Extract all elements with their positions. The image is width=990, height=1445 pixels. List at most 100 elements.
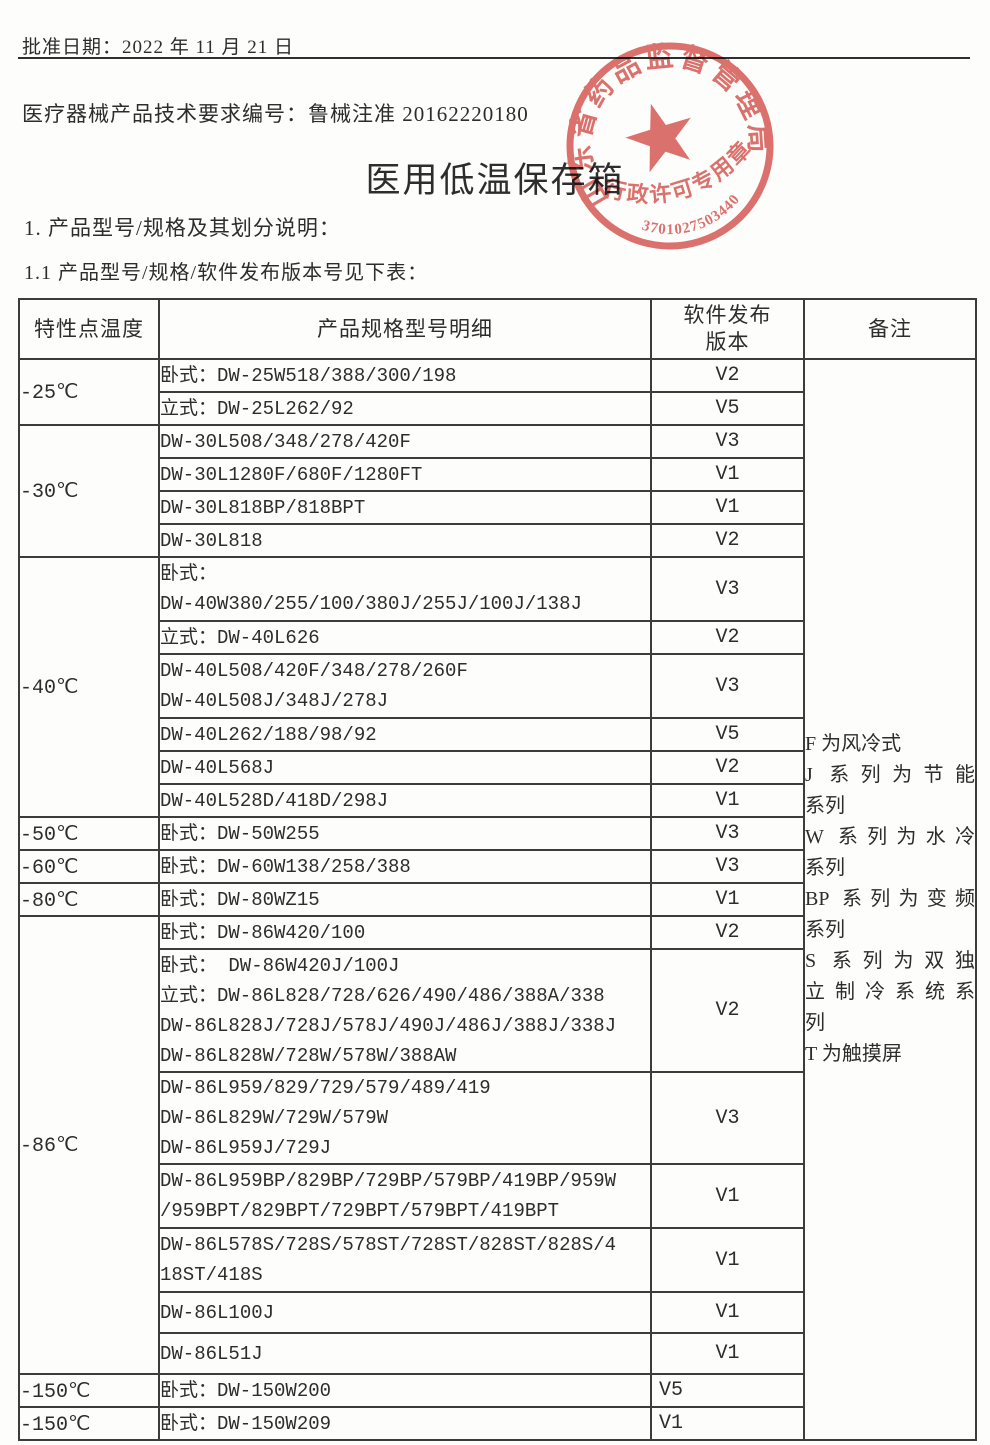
table-row: -150℃ 卧式：DW-150W200 V5	[18, 1373, 976, 1408]
model-cell: DW-86L578S/728S/578ST/728ST/828ST/828S/4…	[158, 1227, 652, 1293]
model-line: DW-86L578S/728S/578ST/728ST/828ST/828S/4	[160, 1234, 617, 1256]
model-line: 卧式：DW-80WZ15	[160, 888, 320, 911]
remark-line: W 系列为水冷	[805, 826, 975, 848]
temp-cell: -30℃	[18, 424, 160, 558]
remark-line: BP 系列为变频	[805, 888, 975, 910]
model-cell: DW-86L100J	[158, 1291, 652, 1334]
table-row: -150℃ 卧式：DW-150W209 V1	[18, 1406, 976, 1441]
model-cell: 卧式：DW-50W255	[158, 816, 652, 851]
version-cell: V1	[650, 783, 805, 818]
model-cell: 卧式： DW-86W420J/100J 立式：DW-86L828/728/626/…	[158, 948, 652, 1073]
model-line: 卧式：DW-150W209	[160, 1412, 332, 1435]
model-line: 卧式：	[160, 563, 218, 585]
model-cell: DW-40L508/420F/348/278/260F DW-40L508J/34…	[158, 653, 652, 719]
header-model: 产品规格型号明细	[158, 298, 652, 360]
remarks-cell: F 为风冷式 J 系列为节能 系列 W 系列为水冷 系列 BP 系列为变频 系列 S 系列为双…	[803, 358, 977, 1441]
version-cell: V2	[650, 948, 805, 1073]
version-cell: V3	[650, 849, 805, 884]
version-cell: V2	[650, 750, 805, 785]
table-row: -30℃ DW-30L508/348/278/420F V3	[18, 424, 976, 558]
doc-number: 医疗器械产品技术要求编号：鲁械注准 20162220180	[22, 102, 529, 126]
table-row: DW-30L1280F/680F/1280FT V1	[19, 457, 976, 492]
model-line: DW-86L828J/728J/578J/490J/486J/388J/338J	[160, 1014, 617, 1037]
model-line: DW-40L508J/348J/278J	[160, 690, 389, 712]
remark-line: T 为触摸屏	[805, 1043, 902, 1065]
remark-line: 系列	[805, 795, 845, 817]
model-cell: 卧式：DW-86W420/100	[158, 915, 652, 950]
model-cell: 卧式：DW-80WZ15	[158, 882, 652, 917]
model-line: DW-40L508/420F/348/278/260F	[160, 660, 468, 682]
model-line: DW-86L100J	[160, 1301, 275, 1324]
model-line: DW-30L818	[160, 529, 263, 552]
model-cell: 立式：DW-40L626	[158, 620, 652, 655]
temp-cell: -80℃	[18, 882, 160, 917]
version-cell: V1	[650, 490, 805, 525]
model-line: DW-30L1280F/680F/1280FT	[160, 463, 423, 486]
temp-cell: -150℃	[18, 1406, 160, 1441]
model-cell: 卧式：DW-150W200	[158, 1373, 652, 1408]
model-line: DW-30L818BP/818BPT	[160, 496, 366, 519]
version-cell: V5	[650, 1373, 805, 1408]
model-line: DW-40W380/255/100/380J/255J/100J/138J	[160, 593, 582, 615]
model-line: 18ST/418S	[160, 1264, 263, 1286]
table-row: DW-86L959BP/829BP/729BP/579BP/419BP/959W…	[19, 1163, 976, 1229]
remark-line: 系列	[805, 857, 845, 879]
model-line: DW-86L829W/729W/579W	[160, 1107, 389, 1129]
model-line: DW-86L828W/728W/578W/388AW	[160, 1044, 457, 1067]
remark-line: S 系列为双独	[805, 950, 975, 972]
model-line: 卧式：DW-60W138/258/388	[160, 855, 411, 878]
version-cell: V1	[650, 1332, 805, 1375]
model-cell: DW-30L818	[158, 523, 652, 558]
version-cell: V2	[650, 620, 805, 655]
page-title: 医用低温保存箱	[365, 161, 625, 200]
header-temp: 特性点温度	[18, 298, 160, 360]
table-row: -60℃ 卧式：DW-60W138/258/388 V3	[18, 849, 976, 884]
table-row: 立式：DW-25L262/92 V5	[19, 391, 976, 426]
temp-cell: -150℃	[18, 1373, 160, 1408]
temp-cell: -50℃	[18, 816, 160, 851]
model-line: DW-40L568J	[160, 756, 275, 779]
model-cell: 立式：DW-25L262/92	[158, 391, 652, 426]
model-line: DW-86L51J	[160, 1342, 263, 1365]
version-cell: V1	[650, 882, 805, 917]
table-row: -40℃ 卧式： DW-40W380/255/100/380J/255J/100J/…	[18, 556, 976, 818]
header-divider	[18, 57, 970, 59]
model-cell: DW-40L568J	[158, 750, 652, 785]
stamp-ring	[566, 42, 774, 250]
model-line: 卧式：DW-50W255	[160, 822, 320, 845]
model-line: DW-86L959BP/829BP/729BP/579BP/419BP/959W	[160, 1170, 617, 1192]
model-cell: DW-40L528D/418D/298J	[158, 783, 652, 818]
temp-cell: -25℃	[18, 358, 160, 426]
remark-line: 列	[805, 1012, 825, 1034]
model-cell: 卧式：DW-25W518/388/300/198	[158, 358, 652, 393]
model-line: /959BPT/829BPT/729BPT/579BPT/419BPT	[160, 1200, 560, 1222]
remark-line: F 为风冷式	[805, 733, 902, 755]
table-row: DW-40L568J V2	[19, 750, 976, 785]
model-cell: DW-40L262/188/98/92	[158, 717, 652, 752]
version-cell: V3	[650, 1071, 805, 1165]
version-cell: V3	[650, 816, 805, 851]
table-row: -86℃ 卧式：DW-86W420/100 V2	[18, 915, 976, 1375]
version-cell: V1	[650, 1291, 805, 1334]
version-cell: V2	[650, 915, 805, 950]
model-cell: DW-86L51J	[158, 1332, 652, 1375]
model-line: 卧式：DW-25W518/388/300/198	[160, 364, 457, 387]
version-cell: V3	[650, 424, 805, 459]
model-cell: DW-86L959/829/729/579/489/419 DW-86L829W/…	[158, 1071, 652, 1165]
section-heading: 1. 产品型号/规格及其划分说明：	[24, 216, 341, 240]
model-cell: DW-30L508/348/278/420F	[158, 424, 652, 459]
table-row: DW-86L959/829/729/579/489/419 DW-86L829W/…	[19, 1071, 976, 1165]
header-remark: 备注	[803, 298, 977, 360]
spec-table: 特性点温度 产品规格型号明细 软件发布 版本 备注 -25℃ 卧式：DW-25W5…	[18, 298, 977, 1441]
version-cell: V1	[650, 1227, 805, 1293]
remark-line: 系列	[805, 919, 845, 941]
model-cell: 卧式：DW-60W138/258/388	[158, 849, 652, 884]
model-cell: DW-86L959BP/829BP/729BP/579BP/419BP/959W…	[158, 1163, 652, 1229]
table-row: 卧式： DW-86W420J/100J 立式：DW-86L828/728/626/…	[19, 948, 976, 1073]
model-line: DW-40L528D/418D/298J	[160, 789, 389, 812]
model-cell: 卧式：DW-150W209	[158, 1406, 652, 1441]
table-row: -80℃ 卧式：DW-80WZ15 V1	[18, 882, 976, 917]
official-stamp-icon: 山东省药品监督管理局 行政许可专用章 3701027503440	[550, 26, 782, 250]
remark-line: J 系列为节能	[805, 764, 975, 786]
